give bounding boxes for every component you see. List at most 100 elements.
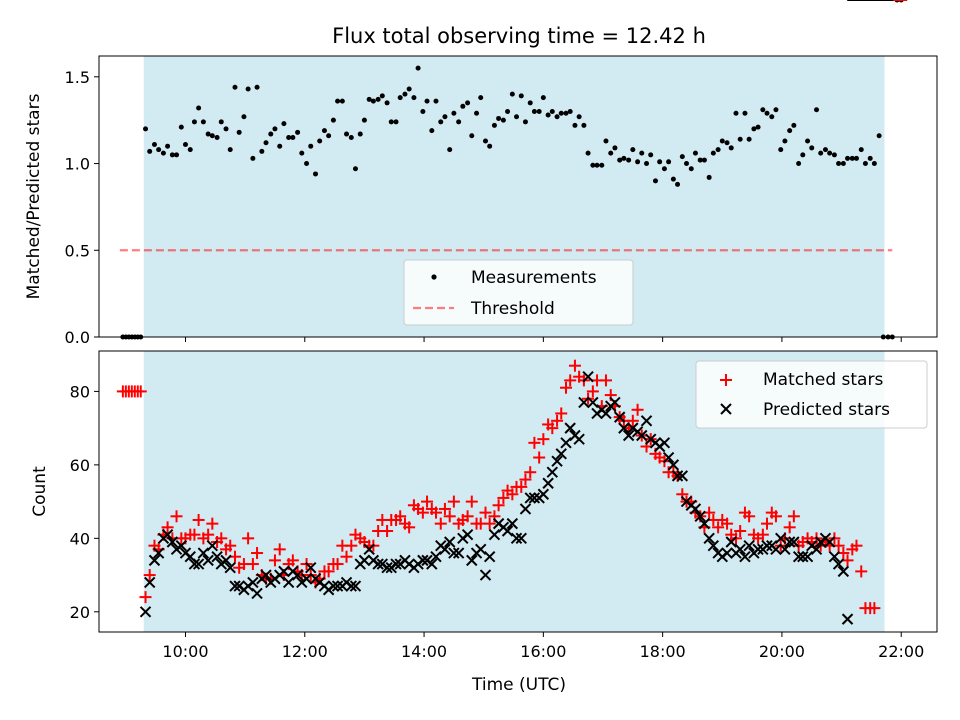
measurement-point <box>335 98 341 104</box>
measurement-point <box>361 117 367 123</box>
predicted-star-point <box>161 528 174 541</box>
measurement-point <box>263 140 269 146</box>
chart-title: Flux total observing time = 12.42 h <box>332 24 706 48</box>
predicted-star-point <box>582 371 594 383</box>
predicted-star-point <box>739 550 751 563</box>
matched-star-point <box>246 558 259 571</box>
bottom-panel: 20 40 60 80 10:00 12:00 14:00 16:00 18:00 20:00 2… <box>30 0 938 661</box>
measurement-point <box>581 122 587 128</box>
measurement-point <box>603 138 609 144</box>
predicted-star-point <box>175 539 188 552</box>
predicted-star-point <box>152 547 165 559</box>
measurement-point <box>518 93 524 99</box>
matched-star-point <box>743 510 756 523</box>
predicted-star-point <box>810 543 823 556</box>
matched-star-point <box>170 510 183 523</box>
measurement-point <box>644 161 650 167</box>
measurement-point <box>236 129 242 135</box>
measurement-point <box>527 100 533 106</box>
matched-star-point <box>626 414 639 427</box>
measurement-point <box>733 110 739 116</box>
measurement-point <box>290 135 296 141</box>
measurement-point <box>379 93 385 99</box>
legend-matched-marker <box>720 374 732 386</box>
matched-star-point <box>161 521 174 534</box>
measurement-point <box>178 124 184 130</box>
measurement-point <box>223 126 229 132</box>
measurement-point <box>442 114 448 120</box>
measurement-point <box>536 109 542 115</box>
measurement-point <box>814 107 820 113</box>
y-tick-label: 1.5 <box>65 68 90 87</box>
predicted-star-point <box>636 429 648 442</box>
measurement-point <box>576 114 582 120</box>
measurement-point <box>796 161 802 167</box>
matched-star-point <box>215 532 228 545</box>
measurement-point <box>549 109 555 115</box>
matched-star-point <box>202 528 215 541</box>
matched-star-point <box>712 521 725 534</box>
predicted-star-point <box>430 550 442 563</box>
x-tick-label: 10:00 <box>162 642 208 661</box>
measurement-point <box>862 161 868 167</box>
predicted-star-point <box>792 550 805 563</box>
measurement-point <box>791 122 797 128</box>
measurement-point <box>635 159 641 165</box>
matched-star-point <box>416 506 429 519</box>
predicted-star-point <box>426 558 438 570</box>
matched-star-point <box>206 517 219 530</box>
measurement-point <box>608 150 614 156</box>
matched-star-point <box>551 414 564 427</box>
measurement-point <box>147 148 153 154</box>
predicted-star-point <box>779 543 791 556</box>
measurement-point <box>460 103 466 109</box>
x-tick-label: 14:00 <box>401 642 447 661</box>
measurement-point <box>469 133 475 139</box>
measurement-point <box>250 155 256 161</box>
measurement-point <box>500 117 506 123</box>
measurement-point <box>540 95 546 101</box>
measurement-point <box>692 150 698 156</box>
top-x-ticks <box>184 337 902 342</box>
matched-star-point <box>188 528 201 541</box>
predicted-star-point <box>555 448 567 460</box>
matched-star-point <box>868 602 881 615</box>
bottom-legend: Matched stars Predicted stars <box>695 360 928 429</box>
measurement-point <box>232 84 238 90</box>
predicted-star-point <box>166 536 179 548</box>
matched-star-point <box>143 569 156 582</box>
x-tick-label: 18:00 <box>640 642 686 661</box>
matched-star-point <box>492 499 505 512</box>
y-tick-label: 60 <box>70 456 90 475</box>
measurement-point <box>348 135 354 141</box>
measurement-point <box>317 138 323 144</box>
measurement-point <box>375 96 381 102</box>
measurement-point <box>505 109 511 115</box>
matched-star-point <box>434 517 447 530</box>
predicted-star-point <box>358 554 371 567</box>
predicted-star-point <box>515 532 527 545</box>
measurement-point <box>760 107 766 113</box>
predicted-star-point <box>743 539 755 552</box>
measurement-point <box>433 98 439 104</box>
matched-star-point <box>850 539 863 552</box>
measurement-point <box>169 152 175 158</box>
predicted-star-point <box>662 451 675 464</box>
matched-star-point <box>192 513 205 526</box>
measurement-point <box>764 110 770 116</box>
matched-star-point <box>599 374 612 387</box>
measurement-point <box>496 115 502 121</box>
measurement-point <box>778 147 784 153</box>
predicted-star-point <box>676 470 689 482</box>
measurement-point <box>531 109 537 115</box>
matched-star-point <box>483 517 496 530</box>
measurement-point <box>366 96 372 102</box>
measurement-point <box>218 119 224 125</box>
predicted-star-point <box>841 613 854 625</box>
measurement-point <box>675 181 681 187</box>
matched-star-point <box>855 565 868 578</box>
predicted-star-point <box>725 536 737 548</box>
measurement-point <box>200 119 206 125</box>
predicted-star-point <box>247 576 259 589</box>
predicted-star-point <box>206 539 219 552</box>
